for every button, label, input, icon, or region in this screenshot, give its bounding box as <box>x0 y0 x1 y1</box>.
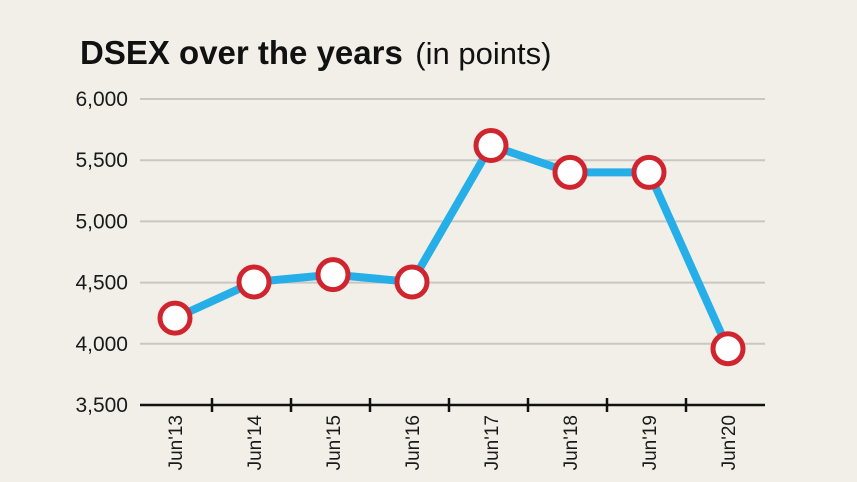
data-point-marker <box>236 264 272 300</box>
y-tick-label: 3,500 <box>75 394 128 417</box>
data-point-marker <box>552 154 588 190</box>
x-tick-label: Jun'14 <box>245 415 266 471</box>
x-tick-label: Jun'15 <box>324 415 345 470</box>
y-axis-tick-labels: 6,000 5,500 5,000 4,500 4,000 3,500 <box>75 88 128 417</box>
y-tick-label: 6,000 <box>75 88 128 111</box>
x-tick-label: Jun'19 <box>640 415 661 470</box>
x-tick-label: Jun'17 <box>482 415 503 470</box>
data-point-marker <box>473 128 509 163</box>
chart-title: DSEX over the years <box>80 34 403 71</box>
y-tick-label: 4,000 <box>75 333 128 356</box>
x-tick-label: Jun'20 <box>719 415 740 470</box>
y-tick-label: 5,000 <box>75 210 128 233</box>
chart-subtitle: (in points) <box>415 36 551 71</box>
data-point-marker <box>710 331 746 367</box>
data-point-marker <box>315 257 351 293</box>
x-axis-tick-labels: Jun'13 Jun'14 Jun'15 Jun'16 Jun'17 Jun'18 Jun'… <box>166 415 740 471</box>
x-axis <box>140 398 765 412</box>
x-tick-label: Jun'13 <box>166 415 187 470</box>
y-tick-label: 5,500 <box>75 149 128 172</box>
data-markers <box>157 128 746 367</box>
x-tick-label: Jun'18 <box>561 415 582 470</box>
chart-title-group: DSEX over the years (in points) <box>80 34 551 71</box>
data-point-marker <box>157 300 193 336</box>
data-point-marker <box>394 264 430 300</box>
y-tick-label: 4,500 <box>75 272 128 295</box>
data-point-marker <box>631 154 667 190</box>
x-tick-label: Jun'16 <box>403 415 424 470</box>
